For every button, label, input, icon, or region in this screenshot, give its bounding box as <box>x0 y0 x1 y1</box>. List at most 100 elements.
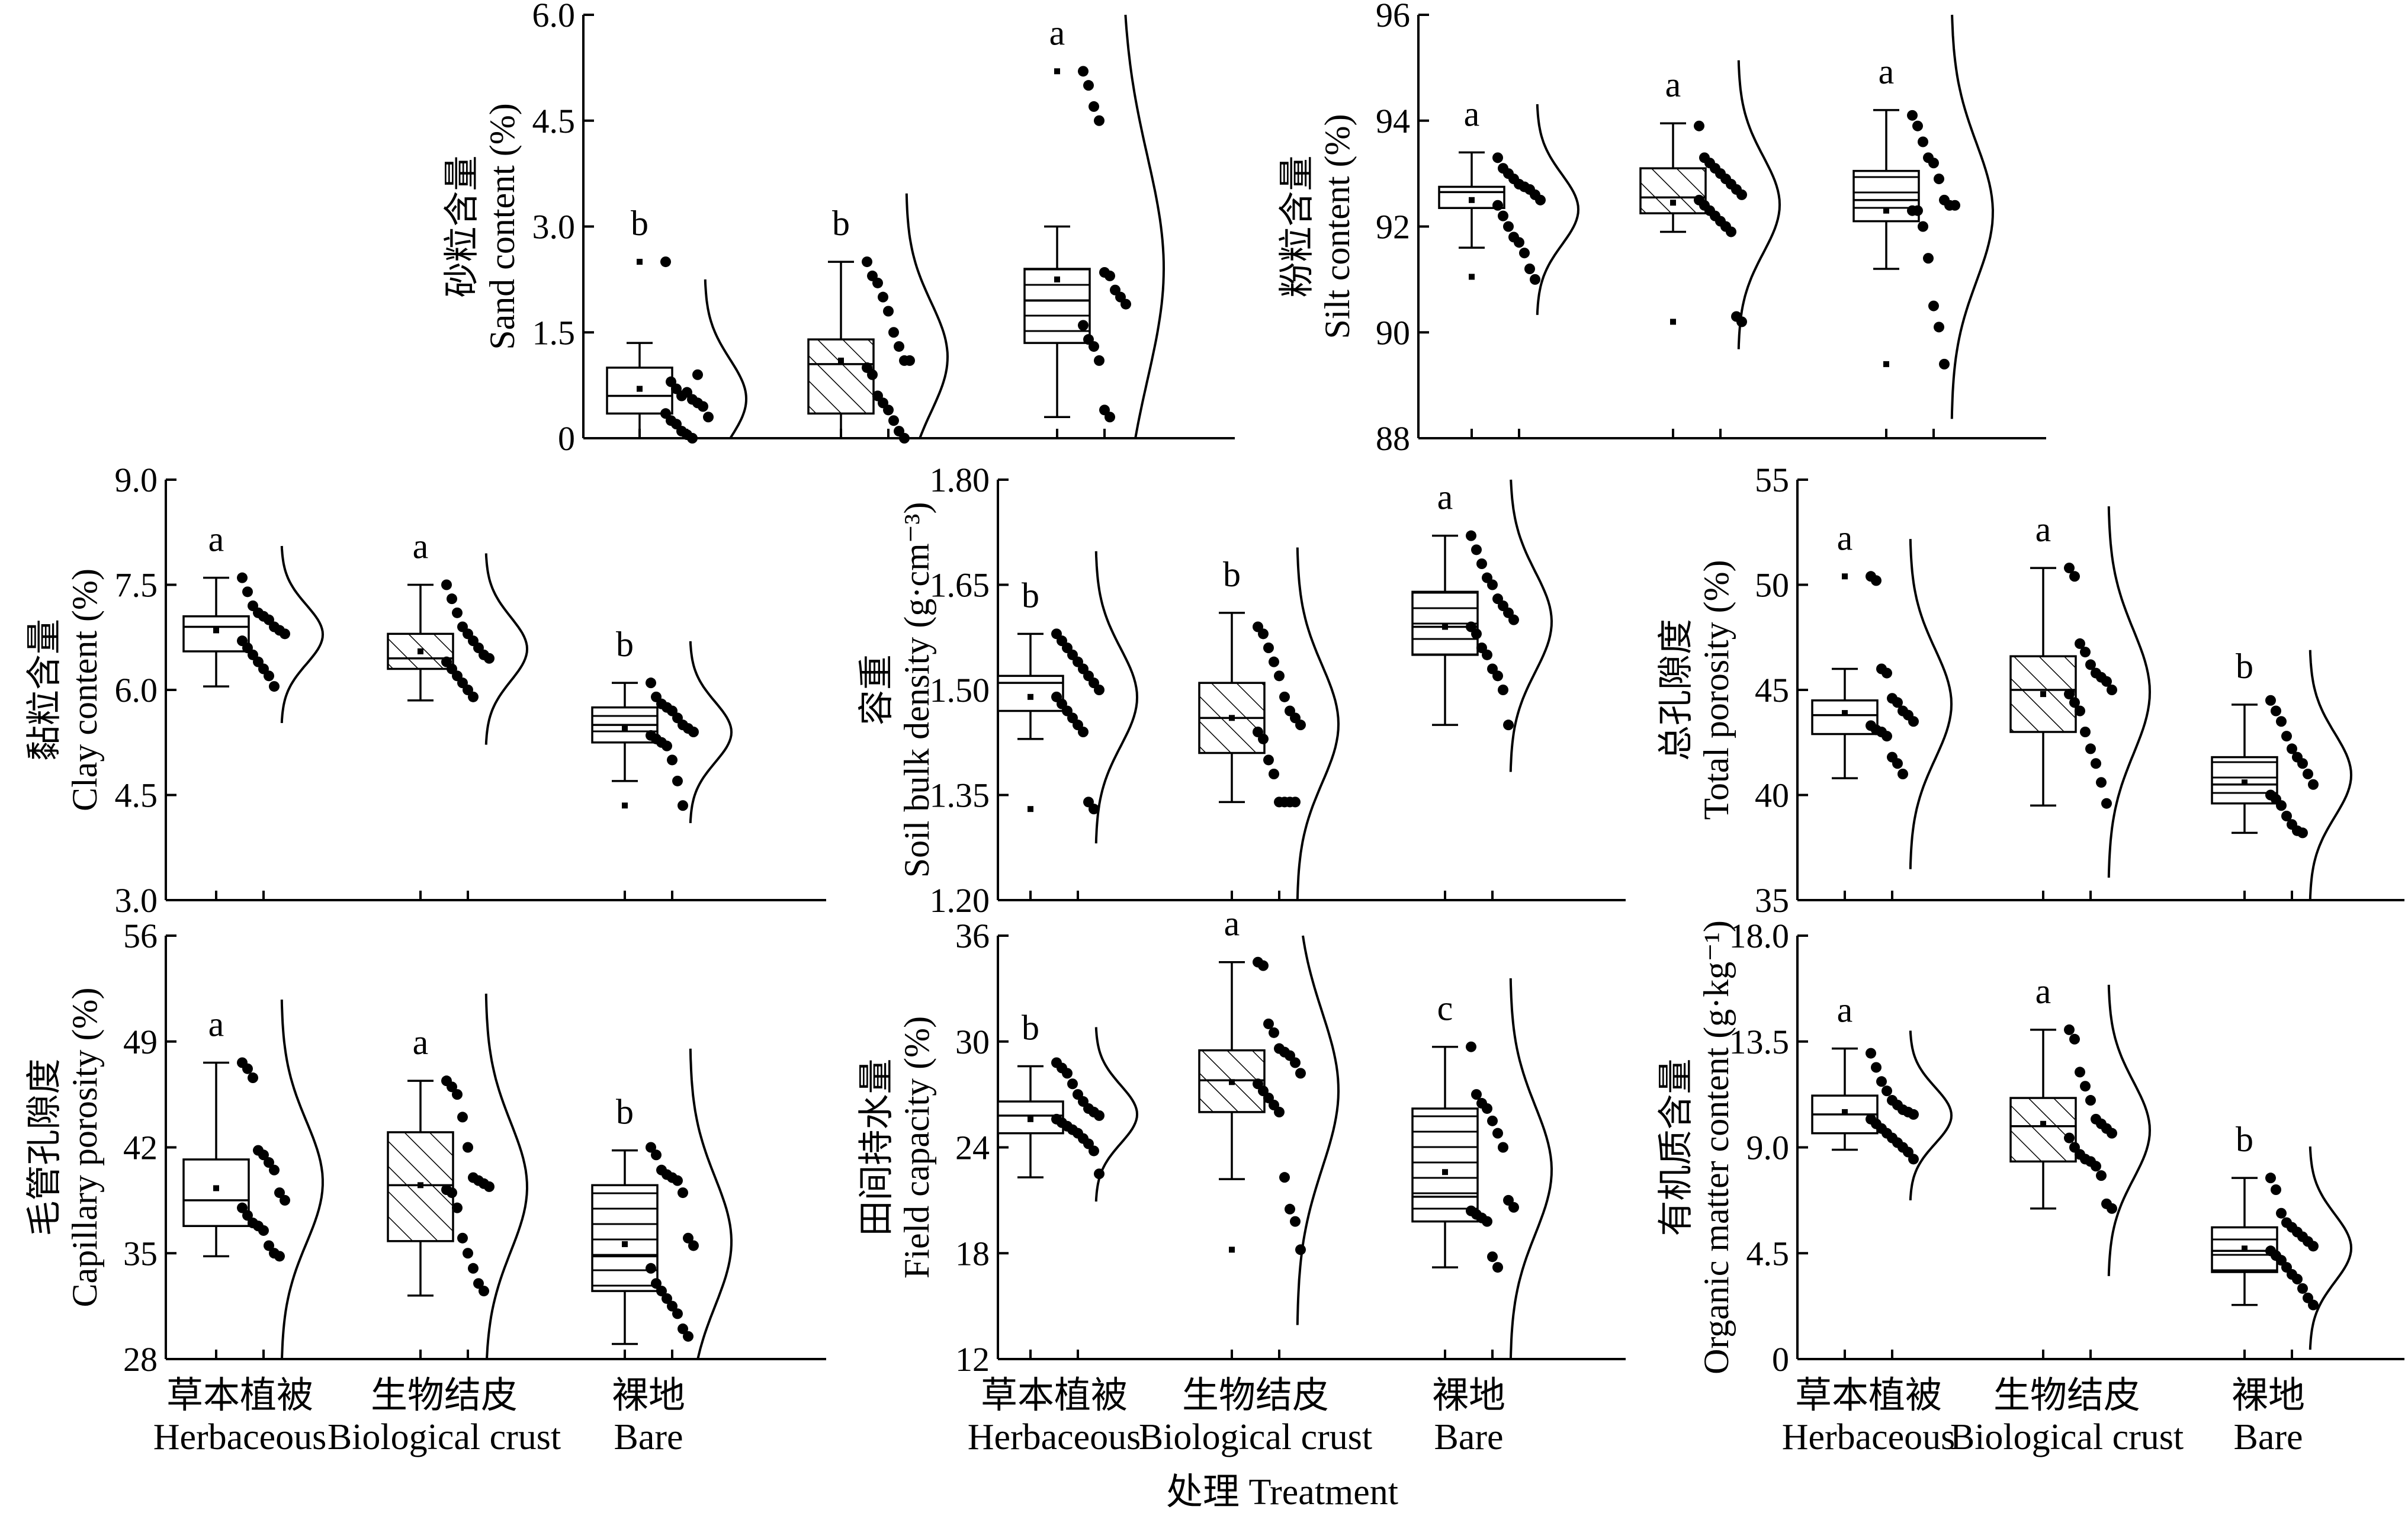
data-point <box>1263 643 1274 653</box>
data-point <box>904 355 915 366</box>
data-point <box>2308 1299 2319 1311</box>
data-point <box>2075 1067 2085 1078</box>
data-point <box>269 1164 280 1175</box>
data-point <box>1476 558 1487 569</box>
box-outline <box>387 1131 454 1242</box>
data-point <box>484 653 495 664</box>
data-point <box>667 1300 678 1312</box>
significance-letter: b <box>1223 555 1241 594</box>
group-label-en: Biological crust <box>1139 1417 1372 1457</box>
density-curve <box>2107 984 2152 1276</box>
y-axis-label-en: Organic matter content (g·kg⁻¹) <box>1697 920 1736 1374</box>
data-point <box>1269 1027 1279 1038</box>
mean-marker <box>1442 624 1448 630</box>
significance-letter: b <box>1022 576 1039 615</box>
mean-marker <box>2242 779 2248 786</box>
group-label-en: Bare <box>1434 1417 1503 1457</box>
data-point <box>667 754 678 766</box>
mean-marker <box>1028 693 1033 700</box>
outlier-marker <box>637 259 643 265</box>
data-point <box>1912 205 1923 216</box>
y-tick-label: 56 <box>123 917 158 955</box>
y-tick-label: 13.5 <box>1729 1023 1790 1061</box>
box-outline <box>997 675 1064 712</box>
y-tick-label: 28 <box>123 1340 158 1379</box>
significance-letter: a <box>1879 52 1895 91</box>
data-point <box>660 256 671 268</box>
data-point <box>468 1263 479 1274</box>
data-point <box>2271 705 2281 717</box>
data-point <box>2096 1170 2107 1181</box>
data-point <box>1928 300 1939 311</box>
box-pattern <box>1412 592 1478 655</box>
box-background <box>998 676 1063 711</box>
y-axis-label-en: Soil bulk density (g·cm⁻³) <box>897 502 936 878</box>
box-bare: b <box>591 1048 733 1360</box>
density-curve <box>1509 978 1553 1360</box>
data-point <box>2085 1095 2096 1106</box>
data-point <box>883 306 894 317</box>
data-point <box>2064 1132 2075 1144</box>
density-curve <box>689 1048 733 1360</box>
y-tick-label: 42 <box>123 1129 158 1167</box>
significance-letter: a <box>208 520 224 559</box>
data-point <box>1094 355 1105 366</box>
data-point <box>646 1142 656 1153</box>
mean-marker <box>2242 1245 2248 1252</box>
data-point <box>688 1240 699 1251</box>
panel-total: 35 40 45 50 55 总孔隙度Total porosity (%) a a b <box>1656 461 2404 920</box>
box-outline <box>1023 268 1091 344</box>
data-point <box>1279 691 1290 702</box>
data-point <box>1908 716 1919 727</box>
group-label-zh: 生物结皮 <box>1993 1376 2140 1416</box>
data-point <box>258 1225 269 1236</box>
y-axis-label-en: Silt content (%) <box>1318 114 1357 339</box>
significance-letter: a <box>1837 991 1853 1030</box>
mean-marker <box>838 357 844 364</box>
significance-letter: a <box>1049 13 1065 52</box>
y-axis-label: 毛管孔隙度Capillary porosity (%) <box>25 988 104 1308</box>
box-pattern <box>1640 168 1706 214</box>
data-point <box>463 1248 473 1259</box>
mean-marker <box>2040 1120 2046 1127</box>
significance-letter: b <box>832 204 850 243</box>
density-curve <box>1094 1027 1139 1202</box>
group-label-zh: 裸地 <box>2232 1376 2305 1416</box>
box-outline <box>387 632 454 670</box>
box-herbaceous: a <box>1438 94 1580 315</box>
data-point <box>1508 614 1519 625</box>
y-axis-label-en: Field capacity (%) <box>897 1016 936 1279</box>
data-point <box>2080 647 2091 658</box>
data-point <box>683 1331 693 1342</box>
box-outline <box>1639 167 1707 214</box>
box-outline <box>1438 185 1505 209</box>
significance-letter: b <box>2236 647 2253 686</box>
y-tick-label: 3.0 <box>115 881 158 920</box>
data-point <box>264 670 274 682</box>
y-tick-label: 55 <box>1755 461 1789 499</box>
density-curve <box>1509 479 1553 772</box>
data-point <box>274 1251 285 1262</box>
data-point <box>1912 120 1923 131</box>
data-point <box>1062 1068 1073 1079</box>
y-axis-label-en: Clay content (%) <box>65 568 104 811</box>
mean-marker <box>1442 1169 1448 1175</box>
significance-letter: b <box>616 625 634 664</box>
box-outline <box>2211 756 2278 805</box>
significance-letter: a <box>413 1023 429 1062</box>
data-point <box>1089 1145 1099 1157</box>
data-point <box>1274 1106 1285 1117</box>
data-point <box>1934 322 1944 333</box>
data-point <box>1519 248 1530 259</box>
y-axis-label: 总孔隙度Total porosity (%) <box>1656 560 1736 820</box>
box-outline <box>1411 1107 1479 1223</box>
density-curve <box>704 279 748 439</box>
box-bare: b <box>2211 1120 2353 1350</box>
data-point <box>646 677 656 689</box>
data-point <box>1258 960 1269 971</box>
mean-marker <box>2040 691 2046 698</box>
y-tick-label: 88 <box>1376 419 1410 458</box>
data-point <box>2297 1283 2308 1294</box>
data-point <box>1882 1085 1892 1097</box>
